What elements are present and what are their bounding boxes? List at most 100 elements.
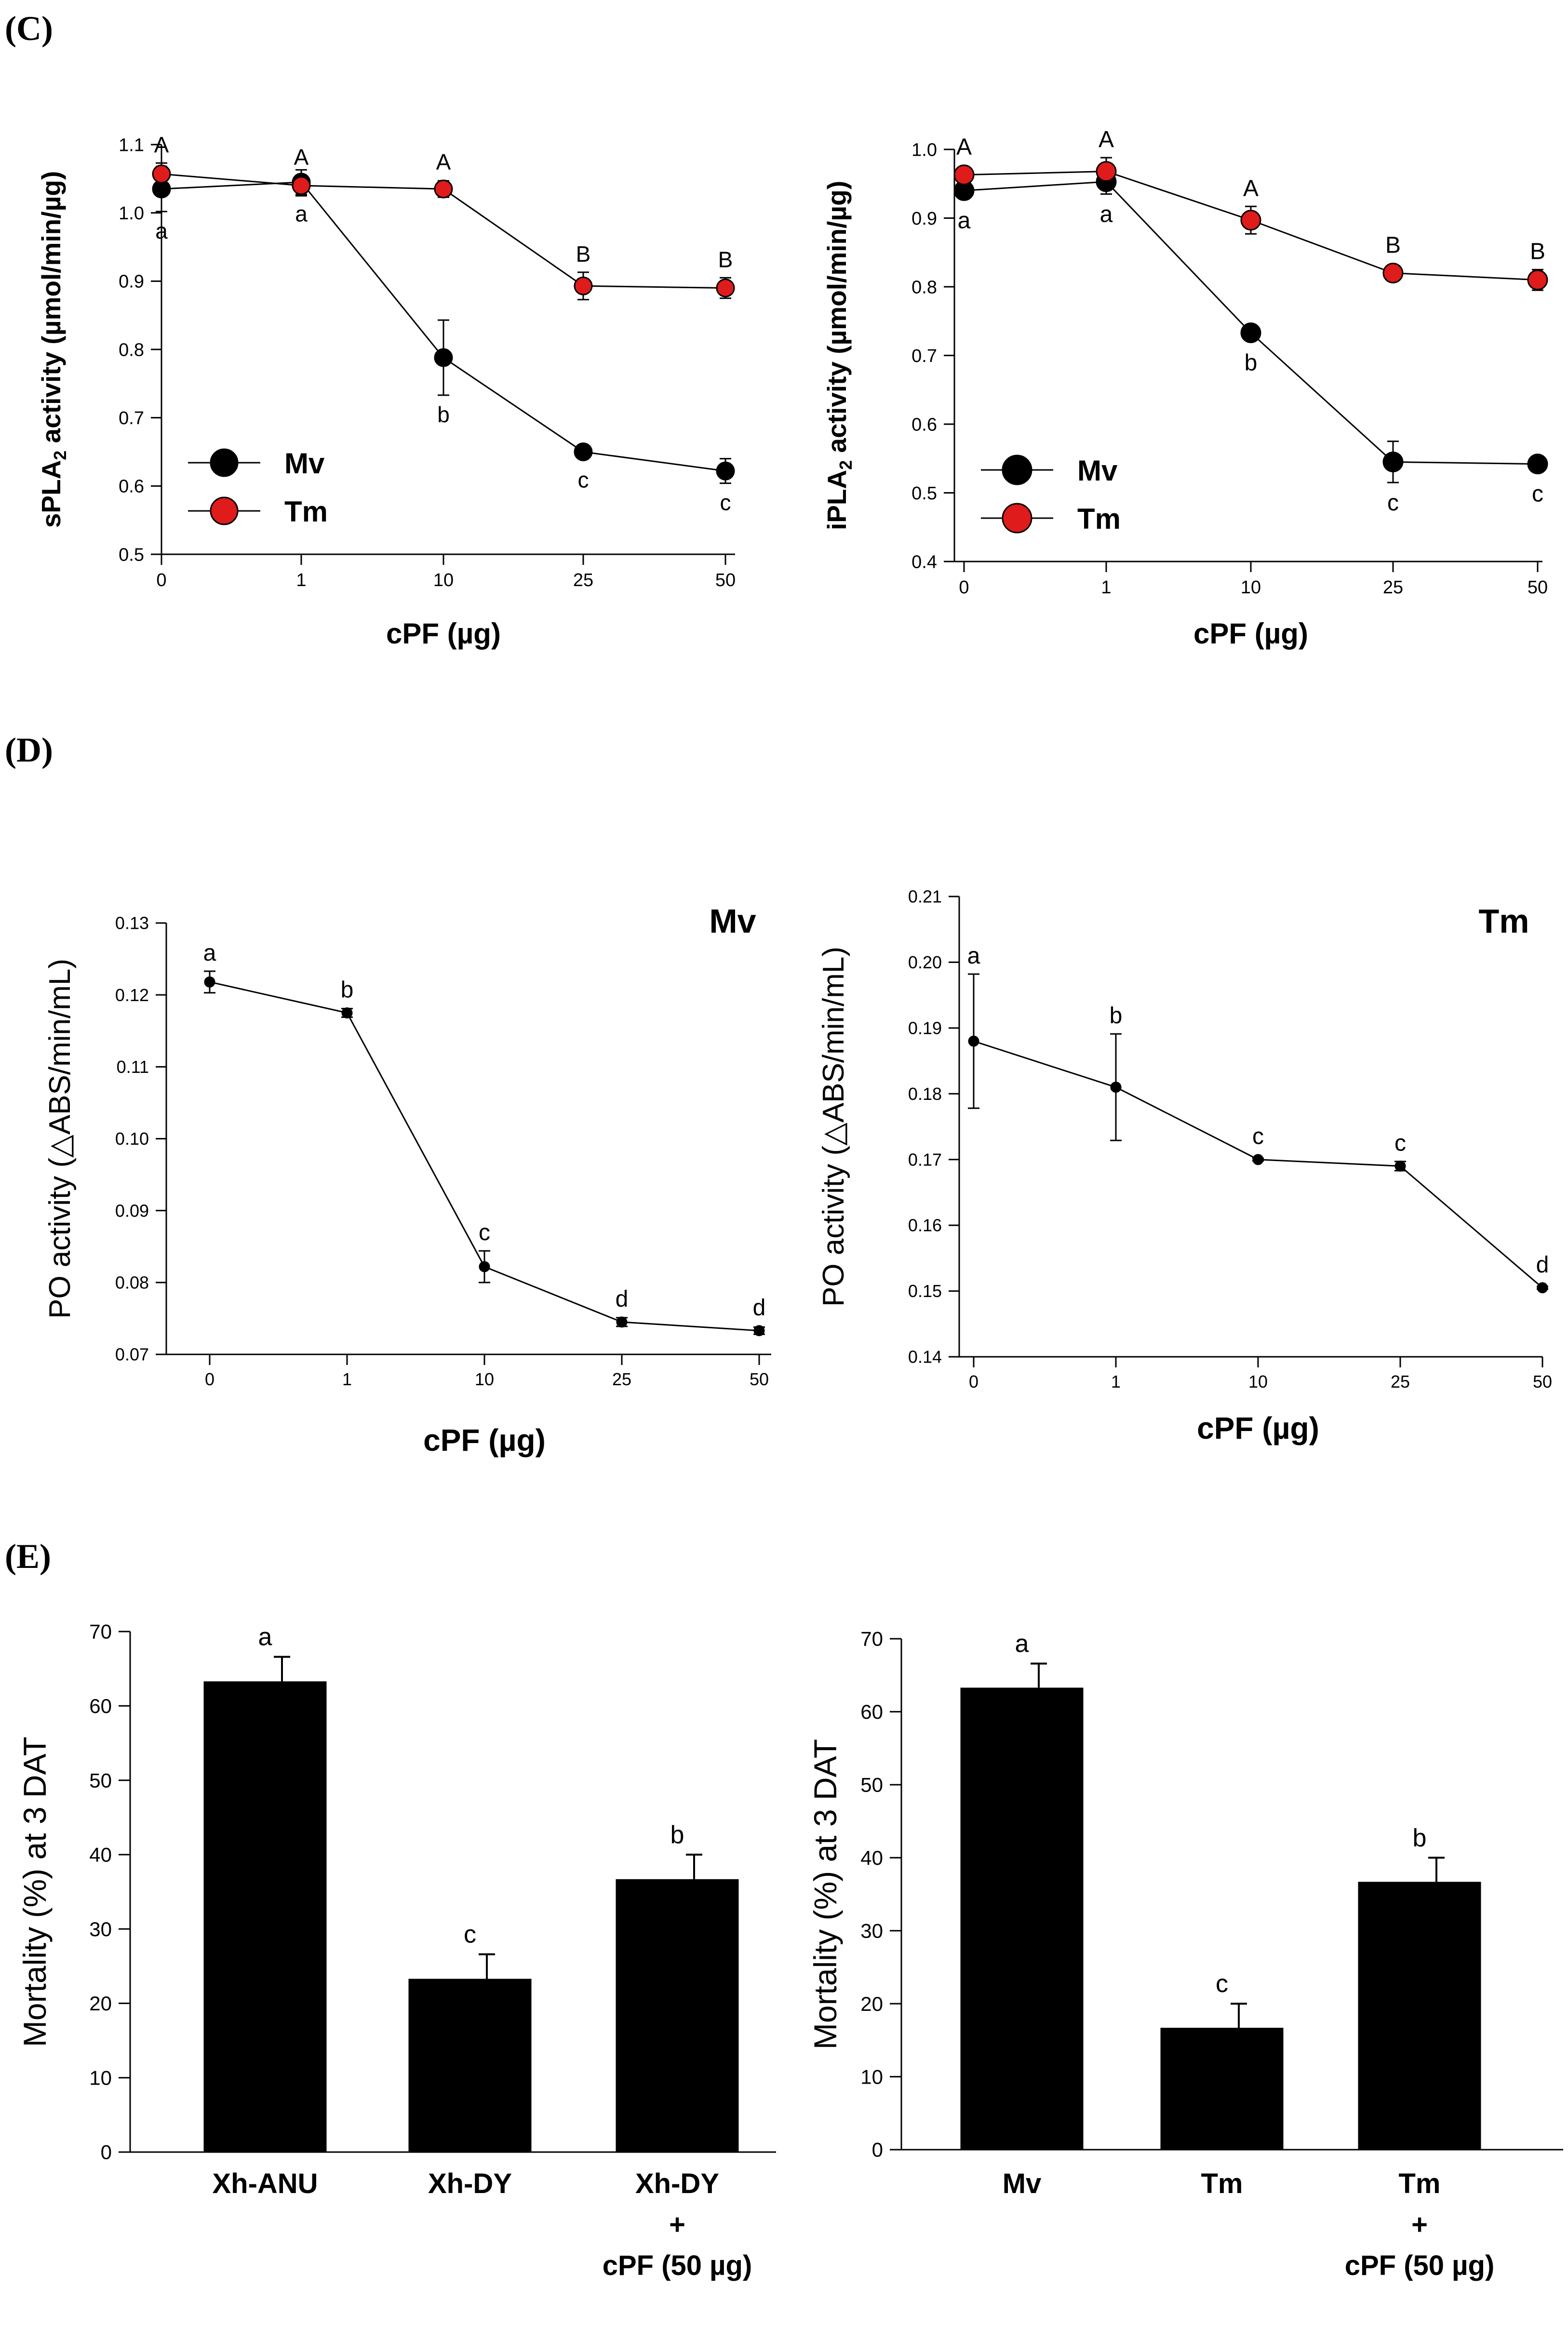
significance-letter: b xyxy=(341,977,354,1003)
y-tick-label: 70 xyxy=(89,1620,112,1643)
y-tick-label: 20 xyxy=(89,1992,112,2015)
x-tick-label: 10 xyxy=(433,570,454,590)
x-tick-label: 50 xyxy=(1533,1372,1552,1391)
significance-letter: a xyxy=(258,1623,272,1651)
legend-marker-tm xyxy=(210,496,239,525)
bar xyxy=(408,1979,532,2152)
spla2-activity-chart: 0.5 0.6 0.7 0.8 0.9 1.0 1.1 0 1 10 25 50 a a b c c A A A B Bc… xyxy=(36,132,736,650)
panel-label-e: (E) xyxy=(5,1537,51,1576)
y-axis-label: iPLA2 activity (µmol/min/µg) xyxy=(822,181,856,530)
y-axis-label: Mortality (%) at 3 DAT xyxy=(807,1739,843,2049)
y-tick-label: 1.1 xyxy=(119,135,144,155)
significance-letter: A xyxy=(436,149,451,174)
y-tick-label: 10 xyxy=(89,2066,112,2089)
legend-label-tm: Tm xyxy=(1077,503,1121,535)
x-axis-label: cPF (µg) xyxy=(386,617,501,650)
y-tick-label: 20 xyxy=(860,1993,883,2015)
y-tick-label: 50 xyxy=(89,1769,112,1792)
y-tick-label: 0.6 xyxy=(911,415,937,435)
significance-letter: c xyxy=(479,1220,490,1245)
significance-letter: A xyxy=(1099,127,1114,152)
significance-letter: B xyxy=(718,247,733,272)
y-tick-label: 0.21 xyxy=(908,887,942,907)
category-label: Tm xyxy=(1399,2168,1441,2199)
ipla2-activity-chart: 0.4 0.5 0.6 0.7 0.8 0.9 1.0 0 1 10 25 50 a a b c c A A A B Bc… xyxy=(822,127,1548,650)
data-point-tm xyxy=(434,179,453,199)
data-point-mv xyxy=(434,348,453,367)
category-label: cPF (50 µg) xyxy=(603,2250,752,2281)
chart-title: Mv xyxy=(709,902,756,940)
x-tick-label: 10 xyxy=(1248,1372,1268,1391)
x-tick-label: 0 xyxy=(205,1369,214,1389)
y-tick-label: 60 xyxy=(89,1695,112,1717)
data-point-mv xyxy=(479,1261,490,1272)
y-tick-label: 0.08 xyxy=(115,1272,149,1292)
data-point-tm xyxy=(716,279,735,297)
x-axis-label: cPF (µg) xyxy=(1197,1411,1319,1445)
y-tick-label: 0.4 xyxy=(911,552,937,572)
significance-letter: c xyxy=(1532,482,1543,507)
significance-letter: B xyxy=(1530,239,1545,264)
y-tick-label: 1.0 xyxy=(119,203,144,224)
y-axis-label: Mortality (%) at 3 DAT xyxy=(17,1737,53,2047)
data-point-tm xyxy=(152,164,171,184)
y-tick-label: 40 xyxy=(860,1846,883,1869)
data-point-tm xyxy=(968,1035,979,1047)
y-tick-label: 0.17 xyxy=(908,1150,942,1169)
x-axis-label: cPF (µg) xyxy=(423,1423,546,1458)
data-point-tm xyxy=(1110,1082,1122,1093)
y-tick-label: 0.5 xyxy=(119,545,144,565)
significance-letter: c xyxy=(1394,1130,1406,1156)
y-tick-label: 0.12 xyxy=(115,985,149,1005)
x-tick-label: 50 xyxy=(1528,577,1548,598)
significance-letter: B xyxy=(576,241,591,267)
y-tick-label: 40 xyxy=(89,1844,112,1866)
chart-title: Tm xyxy=(1479,902,1529,940)
significance-letter: b xyxy=(1413,1824,1427,1852)
y-tick-label: 0.7 xyxy=(119,408,144,428)
y-axis-label: sPLA2 activity (µmol/min/µg) xyxy=(36,171,70,528)
significance-letter: b xyxy=(670,1821,684,1849)
y-axis-label: PO activity (△ABS/min/mL) xyxy=(817,947,850,1307)
significance-letter: c xyxy=(720,490,731,515)
data-point-mv xyxy=(1527,454,1548,475)
significance-letter: a xyxy=(1015,1630,1029,1658)
x-tick-label: 50 xyxy=(750,1369,769,1389)
significance-letter: c xyxy=(1216,1970,1228,1998)
significance-letter: c xyxy=(1252,1124,1264,1150)
significance-letter: c xyxy=(464,1921,476,1949)
significance-letter: A xyxy=(1243,175,1259,201)
x-tick-label: 10 xyxy=(1241,577,1261,598)
data-point-mv xyxy=(574,442,593,461)
significance-letter: a xyxy=(1100,202,1113,227)
y-tick-label: 50 xyxy=(860,1774,883,1796)
data-point-mv xyxy=(1240,322,1261,343)
y-tick-label: 0.07 xyxy=(115,1345,149,1365)
significance-letter: B xyxy=(1385,233,1401,258)
category-label: + xyxy=(669,2209,685,2240)
y-tick-label: 0 xyxy=(872,2139,883,2161)
bar xyxy=(1160,2028,1284,2150)
legend-marker-tm xyxy=(1002,503,1032,534)
data-point-mv xyxy=(616,1316,628,1328)
significance-letter: a xyxy=(203,940,216,966)
category-label: + xyxy=(1411,2209,1428,2240)
po-activity-tm-chart: 0.14 0.15 0.16 0.17 0.18 0.19 0.20 0.21 0 1 10 25 50… xyxy=(817,887,1552,1445)
y-tick-label: 0.9 xyxy=(911,209,937,229)
significance-letter: A xyxy=(154,132,169,157)
data-point-tm xyxy=(1382,263,1404,283)
significance-letter: a xyxy=(155,218,168,243)
y-tick-label: 0.14 xyxy=(908,1347,942,1367)
data-point-tm xyxy=(1537,1282,1548,1294)
legend-label-mv: Mv xyxy=(284,447,325,480)
y-tick-label: 0.6 xyxy=(119,477,144,497)
data-point-mv xyxy=(341,1007,353,1018)
category-label: Xh-DY xyxy=(635,2168,719,2199)
y-tick-label: 0.5 xyxy=(911,483,937,504)
x-tick-label: 25 xyxy=(1383,577,1403,598)
significance-letter: d xyxy=(616,1286,629,1312)
y-tick-label: 0.8 xyxy=(911,277,937,297)
data-point-tm xyxy=(1527,269,1548,291)
bar xyxy=(616,1879,739,2152)
y-tick-label: 0.16 xyxy=(908,1216,942,1235)
